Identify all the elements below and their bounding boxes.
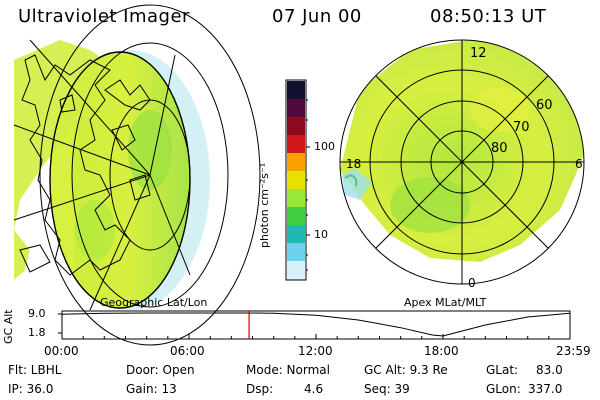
colorbar-minor-ticks	[306, 99, 308, 271]
instrument-title: Ultraviolet Imager	[18, 6, 190, 27]
mode-readout: Mode: Normal	[246, 363, 330, 377]
colorbar-stop	[287, 153, 305, 172]
colorbar-stop	[287, 261, 305, 280]
altitude-timeline	[58, 310, 571, 340]
timeline-xticks	[61, 334, 571, 339]
colorbar-stop	[287, 117, 305, 136]
timeline-ylabel: GC Alt	[2, 309, 15, 344]
dsp-label: Dsp:	[246, 382, 274, 396]
timeline-xtick-12: 12:00	[298, 344, 333, 358]
colorbar-stop	[287, 207, 305, 226]
gc-alt-readout: GC Alt: 9.3 Re	[364, 363, 448, 377]
globe-limb	[49, 51, 191, 309]
polar-plot	[339, 39, 585, 285]
colorbar-stop	[287, 135, 305, 154]
time-label: 08:50:13 UT	[430, 6, 547, 27]
colorbar	[285, 79, 310, 281]
timeline-xtick-18: 18:00	[424, 344, 459, 358]
mlt-label-0: 0	[468, 276, 476, 290]
colorbar-tick-100: 100	[314, 140, 335, 153]
colorbar-stop	[287, 225, 305, 244]
timeline-xtick-0: 00:00	[44, 344, 79, 358]
timeline-ytick-max: 9.0	[28, 307, 46, 320]
altitude-curve	[61, 312, 571, 337]
mlt-label-6: 6	[575, 157, 583, 171]
colorbar-stops	[287, 81, 305, 280]
timeline-xtick-24: 23:59	[556, 344, 591, 358]
mlat-ring-label-70: 70	[513, 120, 530, 135]
glat-label: GLat:	[486, 363, 519, 377]
timeline-xtick-6: 06:00	[170, 344, 205, 358]
colorbar-stop	[287, 189, 305, 208]
filter-readout: Flt: LBHL	[8, 363, 62, 377]
timeline-ytick-min: 1.8	[28, 326, 46, 339]
glon-label: GLon:	[486, 382, 521, 396]
glon-value: 337.0	[528, 382, 563, 396]
right-panel-caption: Apex MLat/MLT	[404, 296, 487, 309]
colorbar-stop	[287, 99, 305, 118]
dsp-value: 4.6	[304, 382, 324, 396]
colorbar-stop	[287, 243, 305, 262]
colorbar-stop	[287, 81, 305, 100]
door-readout: Door: Open	[126, 363, 195, 377]
colorbar-unit-label: photon cm⁻²s⁻¹	[258, 162, 271, 248]
geographic-globe	[13, 4, 261, 346]
mlt-label-18: 18	[346, 157, 362, 171]
seq-readout: Seq: 39	[364, 382, 410, 396]
colorbar-stop	[287, 171, 305, 190]
date-label: 07 Jun 00	[272, 6, 362, 27]
colorbar-tick-10: 10	[314, 228, 328, 241]
ip-readout: IP: 36.0	[8, 382, 54, 396]
glat-value: 83.0	[536, 363, 563, 377]
left-panel-caption: Geographic Lat/Lon	[100, 296, 208, 309]
mlat-ring-label-60: 60	[536, 98, 553, 113]
graticule	[13, 4, 261, 346]
mlt-spokes	[340, 40, 584, 284]
mlt-label-12: 12	[470, 46, 487, 61]
globe-patches	[75, 110, 172, 260]
mlat-ring-label-80: 80	[491, 141, 508, 156]
gain-readout: Gain: 13	[126, 382, 177, 396]
